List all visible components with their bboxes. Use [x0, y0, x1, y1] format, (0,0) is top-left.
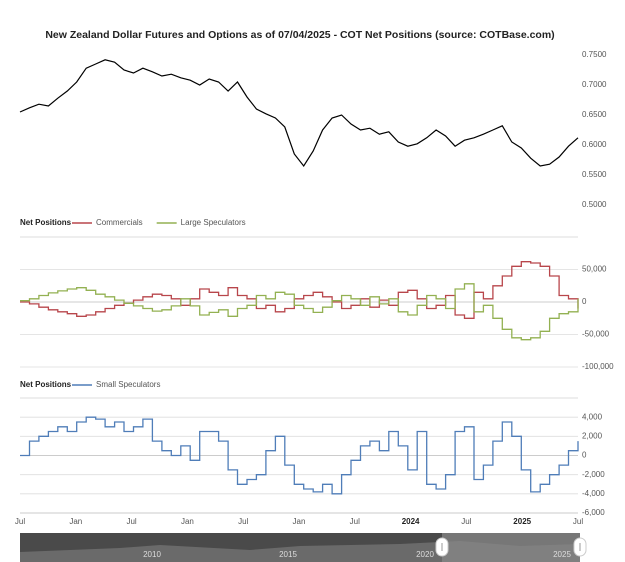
- y-tick-label: 0: [582, 451, 587, 460]
- legend-title: Net Positions: [20, 218, 72, 227]
- y-tick-label: 0.6500: [582, 110, 607, 119]
- navigator-label: 2015: [279, 550, 297, 559]
- y-tick-label: -4,000: [582, 489, 605, 498]
- y-tick-label: 50,000: [582, 265, 607, 274]
- x-tick-label: Jul: [461, 517, 471, 526]
- y-tick-label: 4,000: [582, 412, 603, 421]
- y-tick-label: 0.7500: [582, 50, 607, 59]
- navigator-label: 2025: [553, 550, 571, 559]
- chart-title: New Zealand Dollar Futures and Options a…: [45, 29, 554, 41]
- legend-title: Net Positions: [20, 380, 72, 389]
- navigator-label: 2020: [416, 550, 434, 559]
- y-tick-label: 0.7000: [582, 80, 607, 89]
- y-tick-label: 0.6000: [582, 140, 607, 149]
- series-line: [20, 261, 579, 319]
- y-tick-label: -100,000: [582, 362, 614, 371]
- x-tick-label: 2024: [402, 517, 420, 526]
- x-tick-label: Jan: [69, 517, 82, 526]
- x-tick-label: Jul: [350, 517, 360, 526]
- y-tick-label: 0.5000: [582, 200, 607, 209]
- y-tick-label: -6,000: [582, 508, 605, 517]
- x-tick-label: Jan: [181, 517, 194, 526]
- x-tick-label: Jul: [238, 517, 248, 526]
- navigator-label: 2010: [143, 550, 161, 559]
- series-line: [20, 283, 579, 341]
- y-tick-label: -50,000: [582, 330, 610, 339]
- y-tick-label: 0: [582, 297, 587, 306]
- navigator-window[interactable]: [442, 533, 580, 562]
- x-tick-label: Jul: [573, 517, 583, 526]
- series-line: [20, 416, 579, 495]
- y-tick-label: 2,000: [582, 431, 603, 440]
- legend-label[interactable]: Commercials: [96, 218, 143, 227]
- y-tick-label: 0.5500: [582, 170, 607, 179]
- legend-label[interactable]: Large Speculators: [181, 218, 246, 227]
- series-line: [19, 59, 579, 168]
- x-tick-label: Jul: [15, 517, 25, 526]
- x-tick-label: Jul: [126, 517, 136, 526]
- x-tick-label: 2025: [513, 517, 531, 526]
- legend-label[interactable]: Small Speculators: [96, 380, 160, 389]
- y-tick-label: -2,000: [582, 470, 605, 479]
- x-tick-label: Jan: [293, 517, 306, 526]
